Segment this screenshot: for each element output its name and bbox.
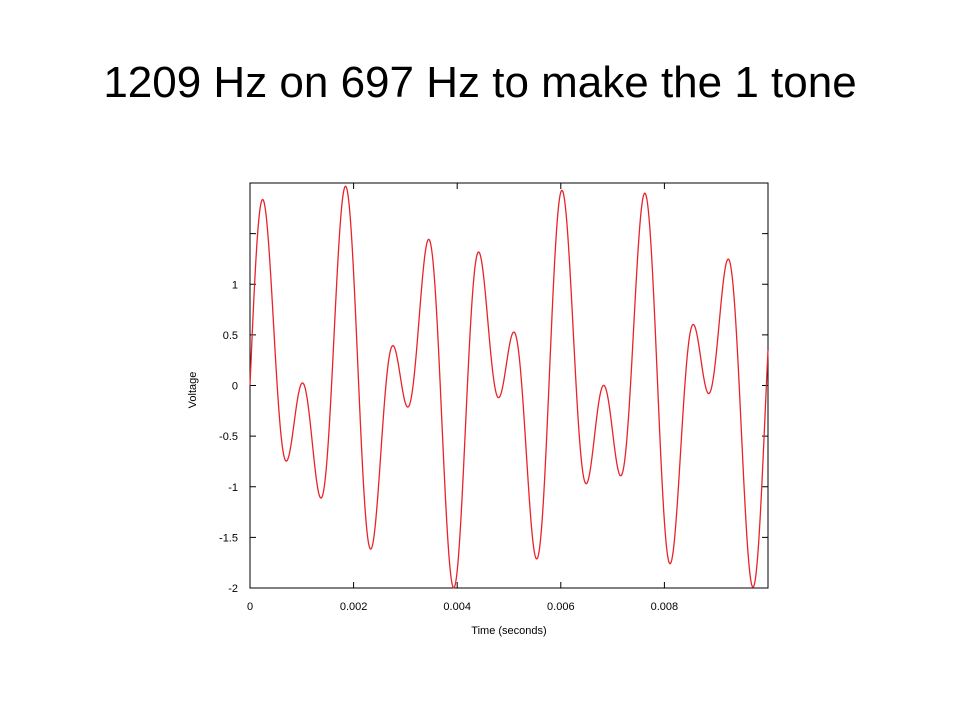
x-axis-title: Time (seconds)	[471, 625, 546, 637]
y-tick-label: -1.5	[219, 532, 238, 544]
y-tick-label: 0.5	[223, 330, 238, 342]
y-axis-ticks: 1 0.5 0 -0.5 -1 -1.5 -2	[219, 233, 768, 595]
y-axis-title: Voltage	[187, 372, 199, 409]
y-tick-label: -0.5	[219, 431, 238, 443]
y-tick-label: -2	[228, 583, 238, 595]
x-tick-label: 0.002	[340, 601, 368, 613]
x-tick-label: 0.004	[443, 601, 471, 613]
y-tick-label: 0	[232, 381, 238, 393]
x-axis-ticks: 0 0.002 0.004 0.006 0.008	[247, 183, 678, 613]
y-tick-label: 1	[232, 279, 238, 291]
voltage-series-line	[249, 185, 769, 589]
y-tick-label: -1	[228, 482, 238, 494]
x-tick-label: 0	[247, 601, 253, 613]
plot-frame	[249, 182, 769, 589]
slide-title: 1209 Hz on 697 Hz to make the 1 tone	[103, 58, 857, 107]
x-tick-label: 0.006	[547, 601, 575, 613]
x-tick-label: 0.008	[651, 601, 679, 613]
